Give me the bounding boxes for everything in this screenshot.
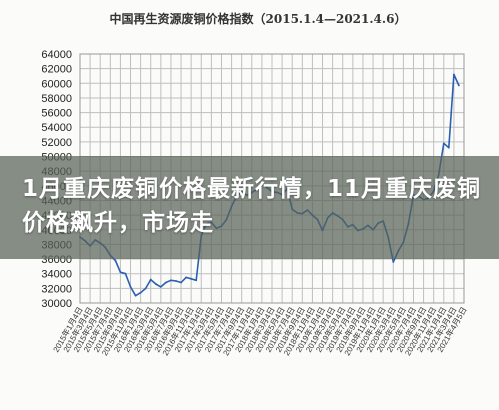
data-point [442, 142, 445, 145]
data-point [144, 287, 147, 290]
y-tick-label: 34000 [41, 269, 72, 281]
data-point [164, 281, 167, 284]
y-tick-label: 64000 [41, 49, 72, 61]
data-point [195, 279, 198, 282]
data-point [392, 261, 395, 263]
data-point [190, 277, 193, 280]
data-point [458, 84, 460, 87]
data-point [134, 294, 137, 297]
data-point [185, 276, 188, 279]
y-tick-label: 60000 [41, 78, 72, 90]
data-point [170, 279, 172, 282]
data-point [124, 272, 127, 275]
data-point [114, 259, 117, 262]
data-point [159, 285, 162, 288]
data-point [154, 283, 157, 285]
headline-text[interactable]: 1月重庆废铜价格最新行情，11月重庆废铜价格飙升，市场走 [22, 176, 482, 236]
data-point [139, 291, 142, 294]
data-point [180, 281, 182, 284]
y-tick-label: 62000 [41, 64, 72, 76]
headline-banner[interactable]: 1月重庆废铜价格最新行情，11月重庆废铜价格飙升，市场走 [0, 156, 499, 259]
data-point [175, 280, 177, 282]
y-tick-label: 56000 [41, 108, 72, 120]
y-tick-label: 52000 [41, 137, 72, 149]
y-tick-label: 30000 [41, 298, 72, 310]
data-point [452, 73, 455, 76]
data-point [149, 278, 152, 281]
data-point [129, 285, 132, 288]
y-tick-label: 32000 [41, 283, 72, 295]
y-tick-label: 58000 [41, 93, 72, 105]
data-point [447, 146, 450, 149]
y-tick-label: 54000 [41, 122, 72, 134]
chart-title: 中国再生资源废铜价格指数（2015.1.4—2021.4.6） [110, 11, 407, 26]
data-point [119, 271, 122, 274]
